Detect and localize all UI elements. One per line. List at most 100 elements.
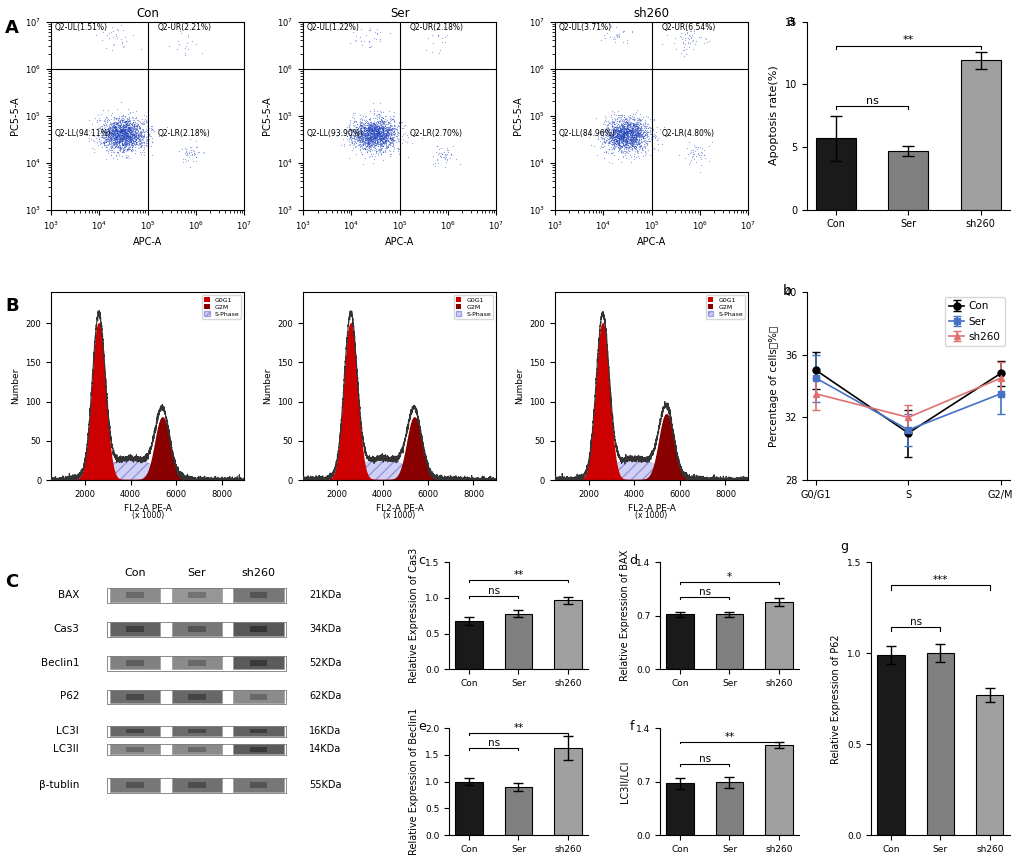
Point (618, 134, 634, 148)
Point (353, 124, 369, 138)
Point (111, 126, 127, 139)
Point (627, 127, 643, 140)
Point (363, 138, 379, 152)
Bar (187, 660, 206, 666)
Point (116, 137, 132, 151)
Point (620, 126, 636, 139)
Point (350, 122, 366, 136)
Point (621, 130, 637, 144)
Point (611, 122, 628, 136)
Point (366, 116, 382, 130)
Point (353, 127, 369, 141)
Point (104, 132, 120, 146)
Point (370, 121, 386, 135)
Point (357, 135, 373, 149)
Point (355, 128, 371, 142)
Point (356, 128, 372, 142)
Point (116, 125, 132, 139)
Point (107, 133, 123, 146)
Bar (187, 782, 206, 788)
Point (98, 133, 114, 146)
Point (385, 122, 401, 136)
Point (111, 138, 127, 152)
Point (607, 137, 624, 151)
Point (610, 128, 627, 142)
Point (630, 127, 646, 140)
Point (622, 126, 638, 139)
Point (375, 135, 391, 149)
Point (616, 122, 633, 136)
Point (105, 136, 121, 150)
Point (135, 124, 151, 138)
Point (371, 131, 387, 145)
Y-axis label: PC5-5-A: PC5-5-A (9, 96, 19, 135)
Point (127, 124, 144, 138)
Point (131, 133, 148, 146)
Point (377, 133, 393, 146)
Point (112, 127, 128, 140)
Point (103, 126, 119, 139)
Point (108, 125, 124, 139)
Point (382, 133, 398, 146)
Point (451, 157, 468, 170)
Point (103, 139, 119, 152)
Point (671, 29, 687, 43)
Point (125, 118, 142, 132)
Point (120, 122, 137, 136)
Point (626, 125, 642, 139)
Point (370, 120, 386, 133)
Point (354, 133, 370, 147)
Point (116, 127, 132, 141)
Point (114, 127, 130, 140)
Point (376, 127, 392, 141)
Point (625, 109, 641, 123)
Point (629, 137, 645, 151)
Point (683, 151, 699, 164)
Point (369, 136, 385, 150)
Point (609, 138, 626, 152)
Point (117, 131, 133, 145)
Point (624, 124, 640, 138)
Point (399, 130, 416, 144)
Point (126, 130, 143, 144)
Point (177, 48, 194, 62)
Point (116, 127, 132, 140)
Point (364, 122, 380, 136)
X-axis label: APC-A: APC-A (132, 238, 162, 247)
Point (137, 112, 153, 126)
Point (361, 123, 377, 137)
Point (118, 34, 135, 47)
Point (119, 111, 136, 125)
Point (370, 122, 386, 136)
Point (376, 121, 392, 134)
Point (369, 131, 385, 145)
Point (364, 123, 380, 137)
Point (105, 129, 121, 143)
Point (178, 145, 195, 158)
Point (112, 122, 128, 136)
Point (139, 119, 155, 133)
Point (614, 130, 631, 144)
Point (133, 116, 150, 130)
Point (628, 127, 644, 140)
Point (634, 129, 650, 143)
Point (364, 143, 380, 157)
Point (362, 39, 378, 53)
Point (350, 125, 366, 139)
Point (113, 129, 129, 143)
Point (112, 122, 128, 136)
Point (627, 117, 643, 131)
Point (116, 137, 132, 151)
Point (392, 115, 409, 129)
Point (601, 137, 618, 151)
Point (640, 143, 656, 157)
Point (118, 139, 135, 152)
Point (181, 146, 198, 159)
Point (370, 125, 386, 139)
Point (389, 133, 406, 147)
Point (139, 115, 155, 129)
Point (379, 126, 395, 139)
Point (634, 127, 650, 141)
Point (109, 116, 125, 130)
Point (108, 124, 124, 138)
